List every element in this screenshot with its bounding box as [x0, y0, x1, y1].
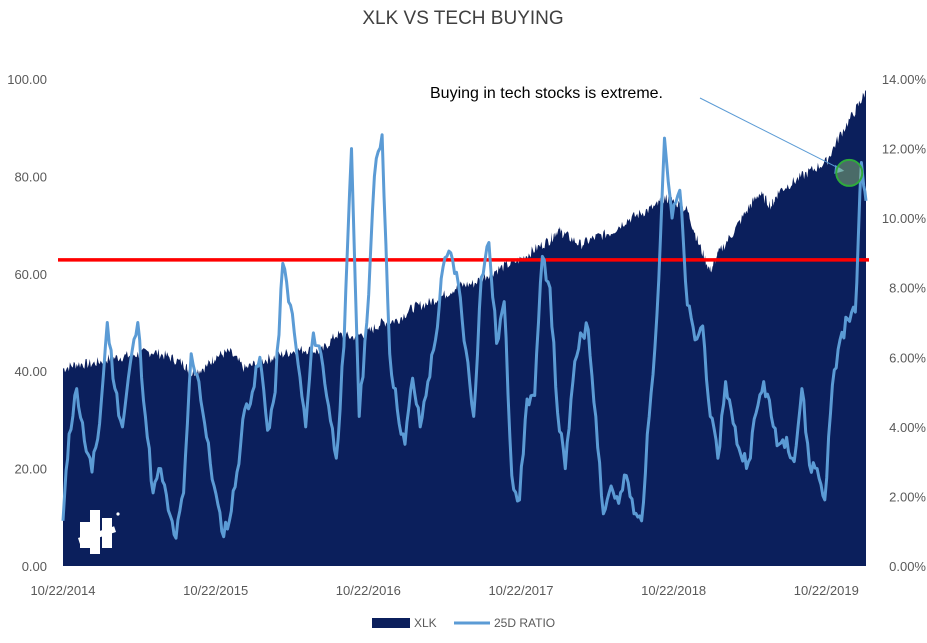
y-right-tick-label: 4.00%: [889, 420, 926, 435]
left-axis-ticks: 0.00 20.00 40.00 60.00 80.00 100.00: [7, 72, 47, 574]
x-tick-label: 10/22/2016: [336, 583, 401, 598]
y-right-tick-label: 2.00%: [889, 489, 926, 504]
series-xlk-area: [63, 89, 866, 567]
x-axis-ticks: 10/22/2014 10/22/2015 10/22/2016 10/22/2017…: [30, 583, 858, 598]
y-right-tick-label: 14.00%: [882, 72, 927, 87]
x-tick-label: 10/22/2015: [183, 583, 248, 598]
y-right-tick-label: 10.00%: [882, 211, 927, 226]
x-tick-label: 10/22/2017: [488, 583, 553, 598]
legend-swatch-xlk: [372, 618, 410, 628]
annotation: Buying in tech stocks is extreme.: [430, 85, 864, 187]
annotation-text: Buying in tech stocks is extreme.: [430, 85, 663, 102]
x-tick-label: 10/22/2018: [641, 583, 706, 598]
y-right-tick-label: 0.00%: [889, 559, 926, 574]
annotation-highlight-circle: [835, 158, 864, 187]
x-tick-label: 10/22/2014: [30, 583, 95, 598]
plot-area: [58, 89, 869, 567]
y-left-tick-label: 20.00: [14, 462, 47, 477]
y-right-tick-label: 6.00%: [889, 350, 926, 365]
y-right-tick-label: 12.00%: [882, 142, 927, 157]
y-right-tick-label: 8.00%: [889, 281, 926, 296]
chart-title: XLK VS TECH BUYING: [362, 8, 563, 29]
legend-label-xlk: XLK: [414, 616, 437, 630]
x-tick-label: 10/22/2019: [794, 583, 859, 598]
y-left-tick-label: 40.00: [14, 364, 47, 379]
y-left-tick-label: 100.00: [7, 72, 47, 87]
y-left-tick-label: 60.00: [14, 267, 47, 282]
legend: XLK 25D RATIO: [372, 616, 555, 630]
right-axis-ticks: 0.00% 2.00% 4.00% 6.00% 8.00% 10.00% 12.00% 14.…: [882, 72, 927, 574]
series-25d-ratio-line: [61, 133, 868, 540]
brand-logo-icon: [78, 510, 120, 554]
y-left-tick-label: 80.00: [14, 169, 47, 184]
legend-label-25d-ratio: 25D RATIO: [494, 616, 555, 630]
y-left-tick-label: 0.00: [22, 559, 47, 574]
annotation-arrow: [699, 97, 843, 171]
